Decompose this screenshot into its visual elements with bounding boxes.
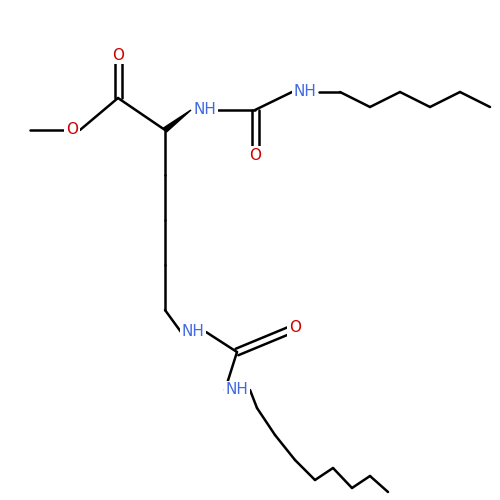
- Text: NH: NH: [294, 84, 316, 100]
- Text: O: O: [66, 122, 78, 138]
- Polygon shape: [164, 110, 191, 132]
- Text: O: O: [112, 48, 124, 62]
- Text: NH: NH: [194, 102, 216, 118]
- Text: NH: NH: [182, 324, 204, 340]
- Text: O: O: [289, 320, 301, 336]
- Text: NH: NH: [226, 382, 248, 398]
- Text: O: O: [249, 148, 261, 162]
